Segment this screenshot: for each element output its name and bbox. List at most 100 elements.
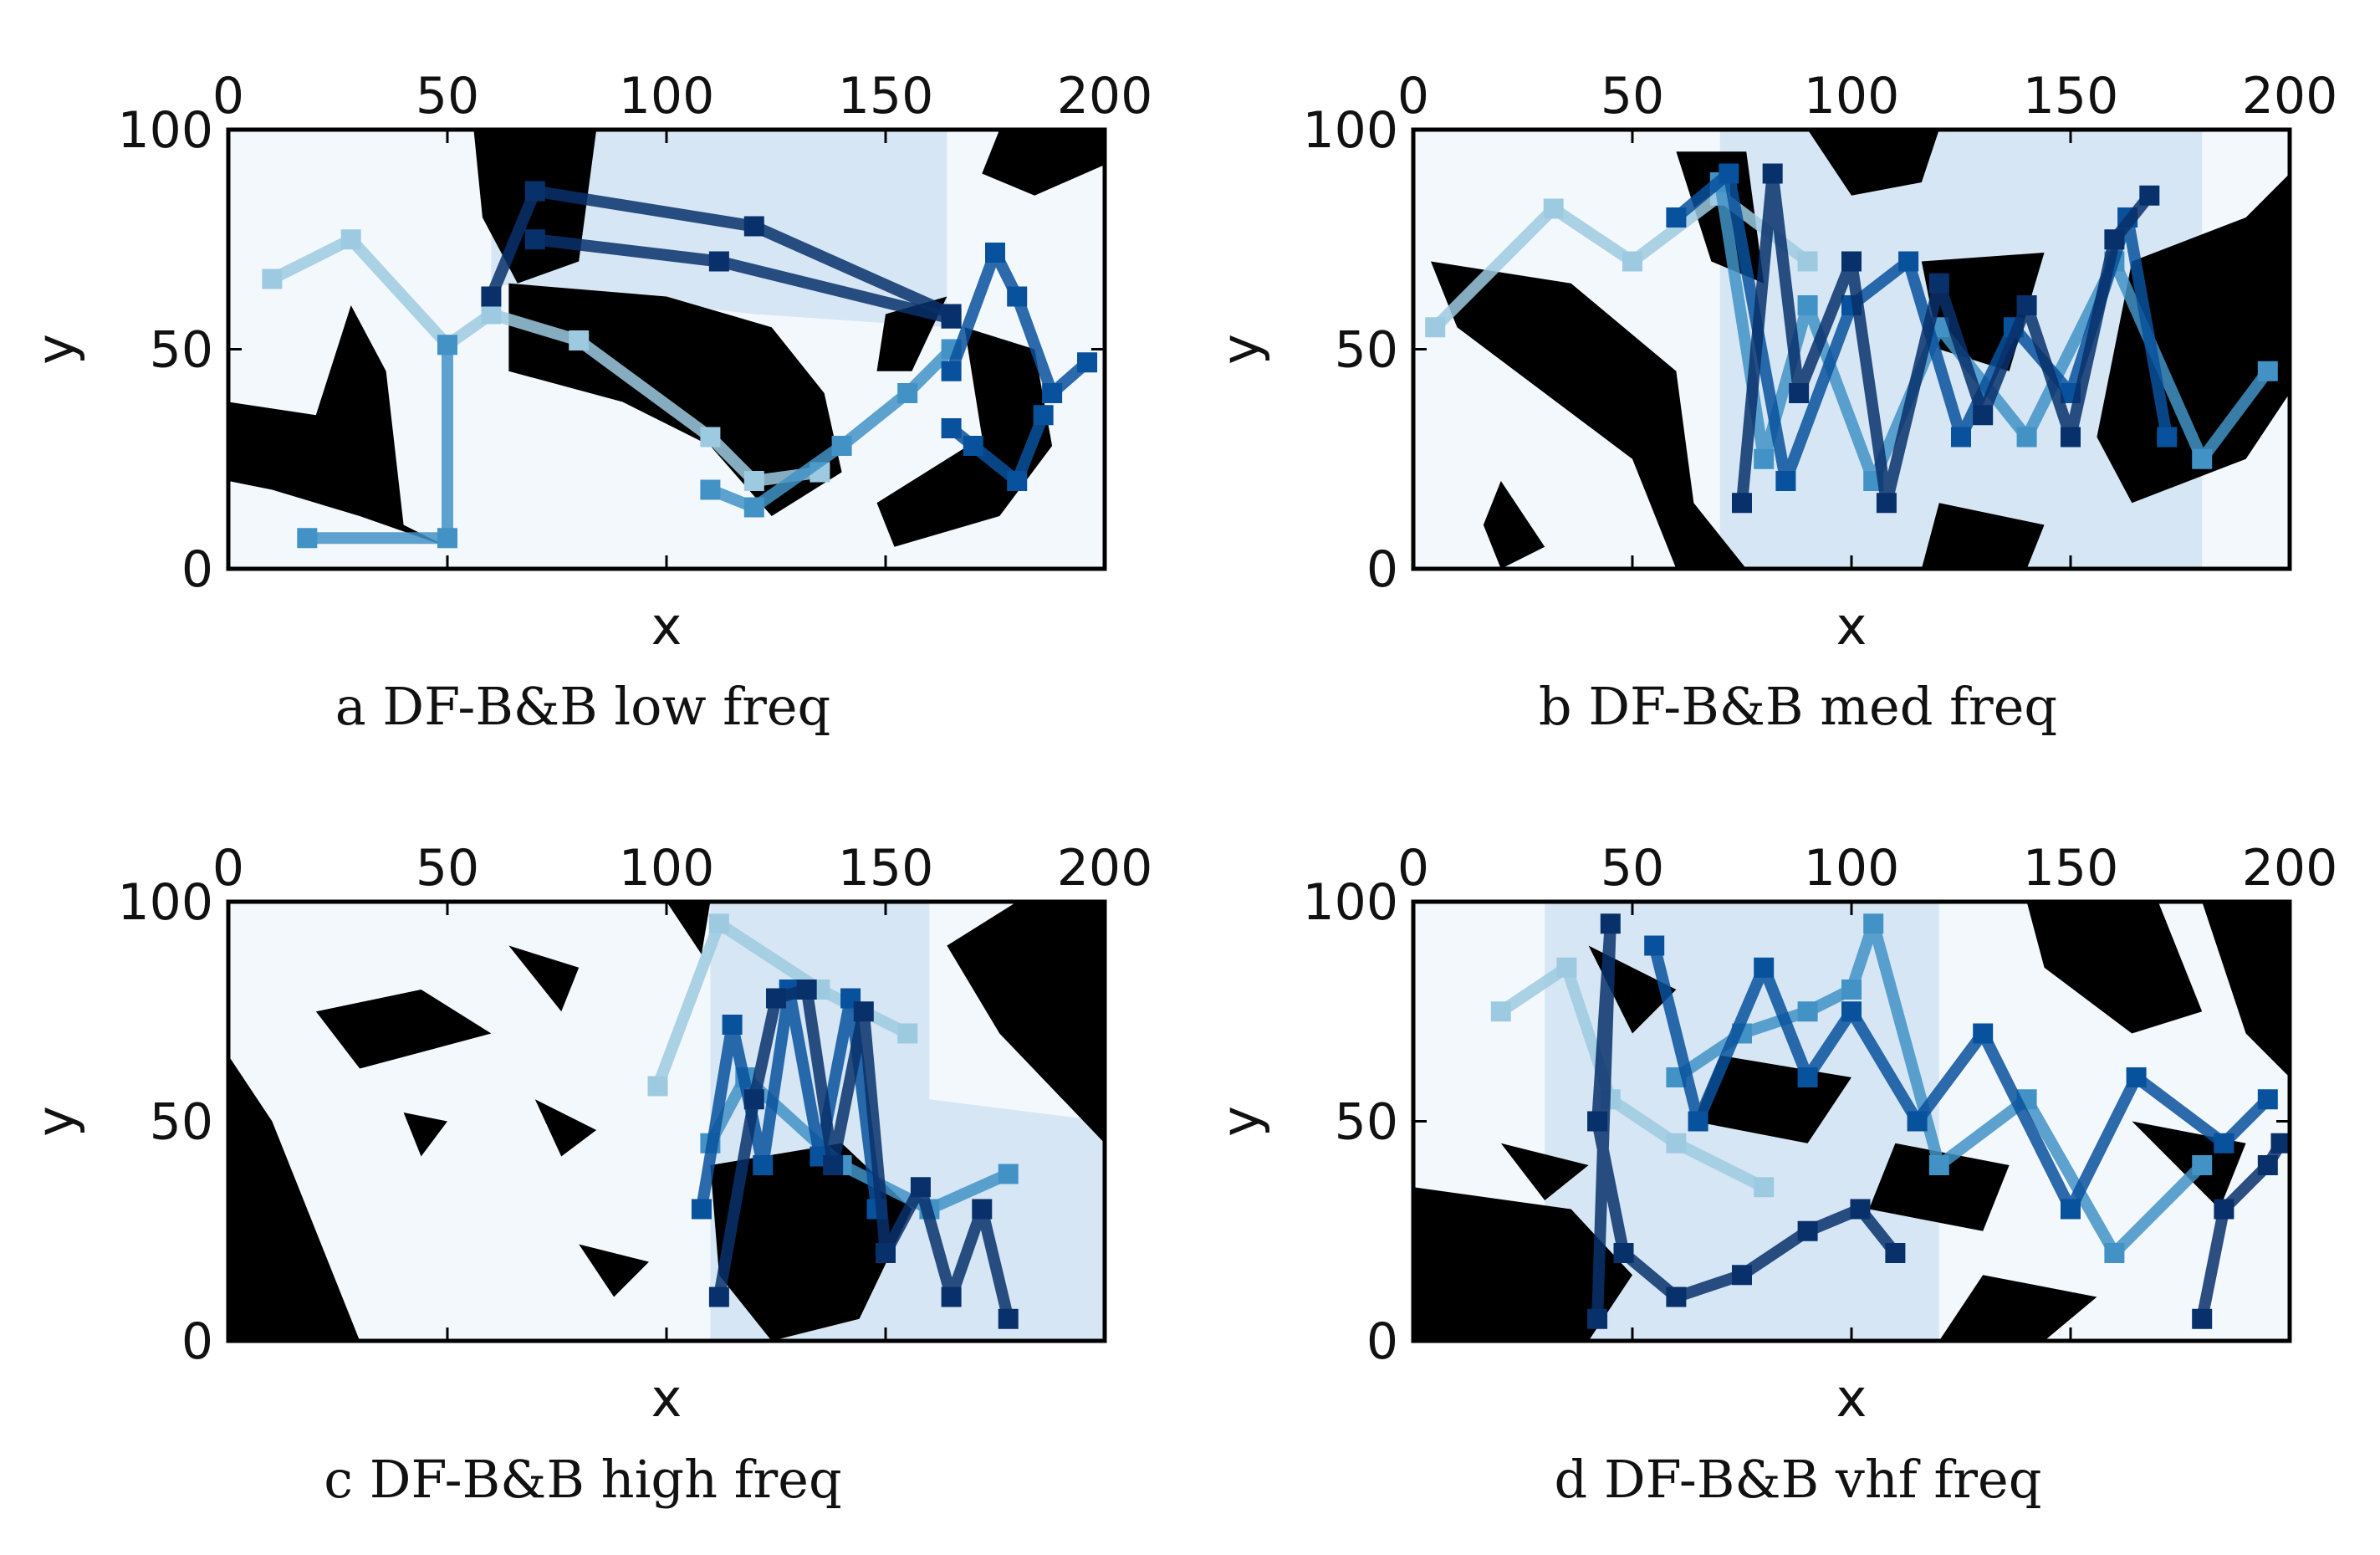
x-tick-label: 0 — [1397, 839, 1429, 898]
obstacle — [508, 283, 842, 516]
y-tick-label: 50 — [1335, 321, 1398, 380]
path-point — [796, 980, 817, 1000]
y-tick-label: 0 — [181, 540, 213, 599]
path-point — [2061, 427, 2081, 448]
y-axis-label: y — [25, 334, 86, 365]
y-tick-label: 100 — [117, 873, 213, 932]
x-tick-label: 100 — [1804, 67, 1900, 125]
panel-a: a DF-B&B low freq 0 50 100 150 200 0 50 100 x y — [25, 67, 1152, 737]
plot-area — [228, 130, 1105, 549]
path-point — [1719, 163, 1739, 184]
obstacle — [710, 1143, 912, 1341]
plot-area — [1425, 130, 2290, 569]
y-axis-label: y — [1210, 334, 1271, 365]
y-tick-label: 50 — [150, 321, 213, 380]
caption-d: d DF-B&B vhf freq — [1555, 1449, 2042, 1510]
path-point — [1490, 1001, 1511, 1022]
path-point — [1600, 913, 1621, 934]
path-point — [708, 1286, 729, 1307]
x-tick-label: 50 — [1601, 67, 1664, 125]
path-point — [743, 471, 764, 491]
x-axis-label: x — [1836, 1368, 1867, 1429]
path-point — [831, 436, 852, 456]
x-tick-label: 150 — [838, 839, 934, 898]
obstacle — [947, 902, 1105, 1143]
path-point — [569, 330, 590, 350]
obstacle — [876, 327, 1053, 547]
path-point — [897, 1023, 918, 1044]
path-point — [985, 243, 1005, 263]
path-point — [2016, 295, 2037, 315]
obstacle — [982, 130, 1105, 196]
path-point — [1775, 471, 1796, 491]
path-point — [2257, 1155, 2278, 1175]
path-point — [524, 181, 545, 202]
plot-area — [228, 902, 1105, 1341]
path-point — [743, 216, 764, 237]
path-point — [1587, 1111, 1608, 1132]
path-point — [1425, 317, 1446, 338]
obstacle — [1868, 1143, 2010, 1231]
caption-a: a DF-B&B low freq — [335, 676, 830, 737]
obstacle — [228, 305, 447, 547]
obstacle — [2026, 902, 2203, 1034]
path-point — [1732, 493, 1752, 514]
obstacle — [1430, 261, 1747, 569]
x-axis-label: x — [651, 596, 682, 657]
path-point — [1556, 957, 1577, 978]
path-point — [1973, 1023, 1994, 1044]
x-tick-label: 50 — [1601, 839, 1664, 898]
path-point — [700, 479, 721, 500]
path-point — [2016, 427, 2037, 448]
path-point — [2126, 1067, 2147, 1087]
path-point — [708, 251, 729, 272]
path-point — [2192, 448, 2213, 469]
x-axis-label: x — [1836, 596, 1867, 657]
x-axis-label: x — [651, 1368, 682, 1429]
plot-area — [1413, 902, 2290, 1341]
path-point — [743, 1089, 764, 1110]
panel-c: c DF-B&B high freq 0 50 100 150 200 0 50 100 x y — [25, 839, 1152, 1510]
path-point — [524, 229, 545, 250]
path-point — [1666, 1133, 1687, 1153]
obstacle — [1921, 503, 2045, 569]
path-point — [1850, 1199, 1871, 1220]
x-tick-label: 0 — [212, 839, 244, 898]
path-point — [1543, 198, 1564, 219]
panel-b: b DF-B&B med freq 0 50 100 150 200 0 50 100 x y — [1210, 67, 2337, 737]
path-point — [2192, 1155, 2213, 1175]
path-point — [2104, 229, 2125, 250]
path-line — [485, 185, 958, 320]
caption-c: c DF-B&B high freq — [324, 1449, 841, 1510]
path-point — [1042, 383, 1063, 403]
x-tick-label: 100 — [619, 67, 715, 125]
path-point — [1797, 1001, 1818, 1022]
explored-region — [491, 130, 947, 328]
path-point — [972, 1199, 993, 1220]
path-point — [2214, 1199, 2234, 1220]
path-point — [1973, 405, 1994, 426]
path-point — [700, 427, 721, 448]
x-tick-label: 200 — [1057, 839, 1153, 898]
path-point — [1622, 251, 1642, 272]
path-point — [437, 528, 457, 549]
path-point — [1797, 1067, 1818, 1087]
x-tick-label: 200 — [2242, 67, 2338, 125]
path-point — [1754, 448, 1775, 469]
path-point — [722, 1015, 743, 1035]
path-point — [1762, 163, 1783, 184]
obstacle — [228, 1055, 360, 1341]
path-point — [941, 418, 962, 438]
path-point — [1876, 493, 1897, 514]
x-tick-label: 0 — [1397, 67, 1429, 125]
path-point — [1732, 1265, 1752, 1286]
path-point — [2157, 427, 2178, 448]
path-point — [2257, 361, 2278, 381]
y-tick-label: 100 — [1302, 873, 1398, 932]
path-point — [1644, 935, 1665, 956]
obstacle — [1483, 481, 1545, 569]
path-point — [1666, 207, 1687, 228]
path-point — [910, 1177, 931, 1198]
obstacle — [403, 1113, 447, 1157]
